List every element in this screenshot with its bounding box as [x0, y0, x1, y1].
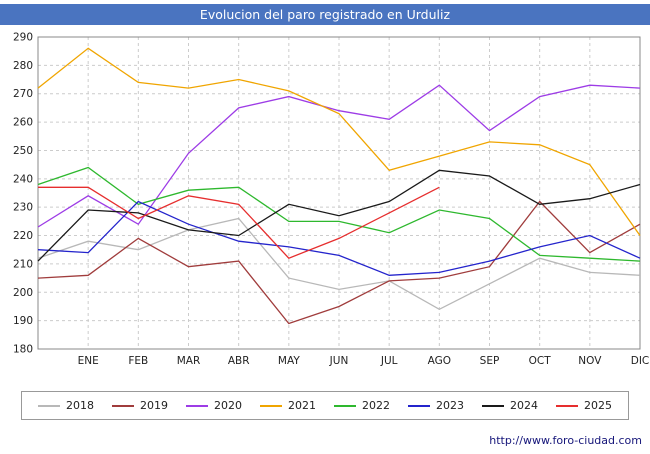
- x-tick-label: DIC: [631, 355, 650, 367]
- x-tick-label: OCT: [529, 355, 552, 367]
- legend-label-2019: 2019: [140, 399, 168, 412]
- legend-label-2018: 2018: [66, 399, 94, 412]
- series-line-2023: [37, 200, 641, 276]
- legend-label-2024: 2024: [510, 399, 538, 412]
- y-tick-label: 200: [13, 287, 33, 299]
- y-tick-label: 280: [13, 60, 33, 72]
- legend-item-2023: 2023: [408, 399, 464, 412]
- x-tick-label: NOV: [578, 355, 602, 367]
- x-tick-label: SEP: [480, 355, 500, 367]
- y-tick-label: 180: [13, 344, 33, 356]
- legend-swatch-2025: [556, 404, 578, 407]
- legend-swatch-2021: [260, 404, 282, 407]
- series-line-2022: [37, 166, 641, 262]
- y-tick-label: 240: [13, 173, 33, 185]
- x-tick-label: MAY: [278, 355, 300, 367]
- legend-swatch-2020: [186, 404, 208, 407]
- series-line-2021: [37, 47, 641, 236]
- legend-swatch-2023: [408, 404, 430, 407]
- footer-url[interactable]: http://www.foro-ciudad.com: [489, 434, 642, 447]
- x-tick-label: JUL: [380, 355, 398, 367]
- legend-item-2025: 2025: [556, 399, 612, 412]
- legend-item-2018: 2018: [38, 399, 94, 412]
- series-line-2018: [37, 217, 641, 311]
- legend-label-2023: 2023: [436, 399, 464, 412]
- x-tick-label: FEB: [128, 355, 148, 367]
- series-line-2020: [37, 84, 641, 228]
- y-tick-label: 250: [13, 145, 33, 157]
- legend-item-2019: 2019: [112, 399, 168, 412]
- y-tick-label: 230: [13, 202, 33, 214]
- legend-item-2024: 2024: [482, 399, 538, 412]
- legend-item-2020: 2020: [186, 399, 242, 412]
- chart-area: 180 190 200 210 220 230 240 250 260 270 280 290 ENE F…: [0, 27, 650, 383]
- legend-swatch-2024: [482, 404, 504, 407]
- legend-label-2020: 2020: [214, 399, 242, 412]
- x-tick-label: MAR: [177, 355, 201, 367]
- paro-line-chart: 180 190 200 210 220 230 240 250 260 270 280 290 ENE F…: [13, 32, 650, 368]
- y-tick-label: 290: [13, 32, 33, 44]
- legend-row: 2018 2019 2020 2021 2022 2023 2024 2025: [0, 391, 650, 420]
- series-line-2025: [38, 186, 440, 259]
- legend-item-2022: 2022: [334, 399, 390, 412]
- x-tick-label: AGO: [428, 355, 451, 367]
- y-tick-label: 270: [13, 88, 33, 100]
- legend-item-2021: 2021: [260, 399, 316, 412]
- legend-label-2025: 2025: [584, 399, 612, 412]
- x-tick-label: ENE: [78, 355, 99, 367]
- series-line-2019: [37, 200, 641, 325]
- x-tick-label: JUN: [329, 355, 349, 367]
- y-tick-label: 260: [13, 117, 33, 129]
- legend-label-2021: 2021: [288, 399, 316, 412]
- y-tick-label: 210: [13, 258, 33, 270]
- series-line-2024: [37, 169, 641, 262]
- x-tick-label: ABR: [228, 355, 250, 367]
- legend-swatch-2019: [112, 404, 134, 407]
- legend-swatch-2022: [334, 404, 356, 407]
- legend-label-2022: 2022: [362, 399, 390, 412]
- chart-legend: 2018 2019 2020 2021 2022 2023 2024 2025: [21, 391, 629, 420]
- legend-swatch-2018: [38, 404, 60, 407]
- y-tick-label: 190: [13, 315, 33, 327]
- y-tick-label: 220: [13, 230, 33, 242]
- chart-title: Evolucion del paro registrado en Urduliz: [0, 4, 650, 25]
